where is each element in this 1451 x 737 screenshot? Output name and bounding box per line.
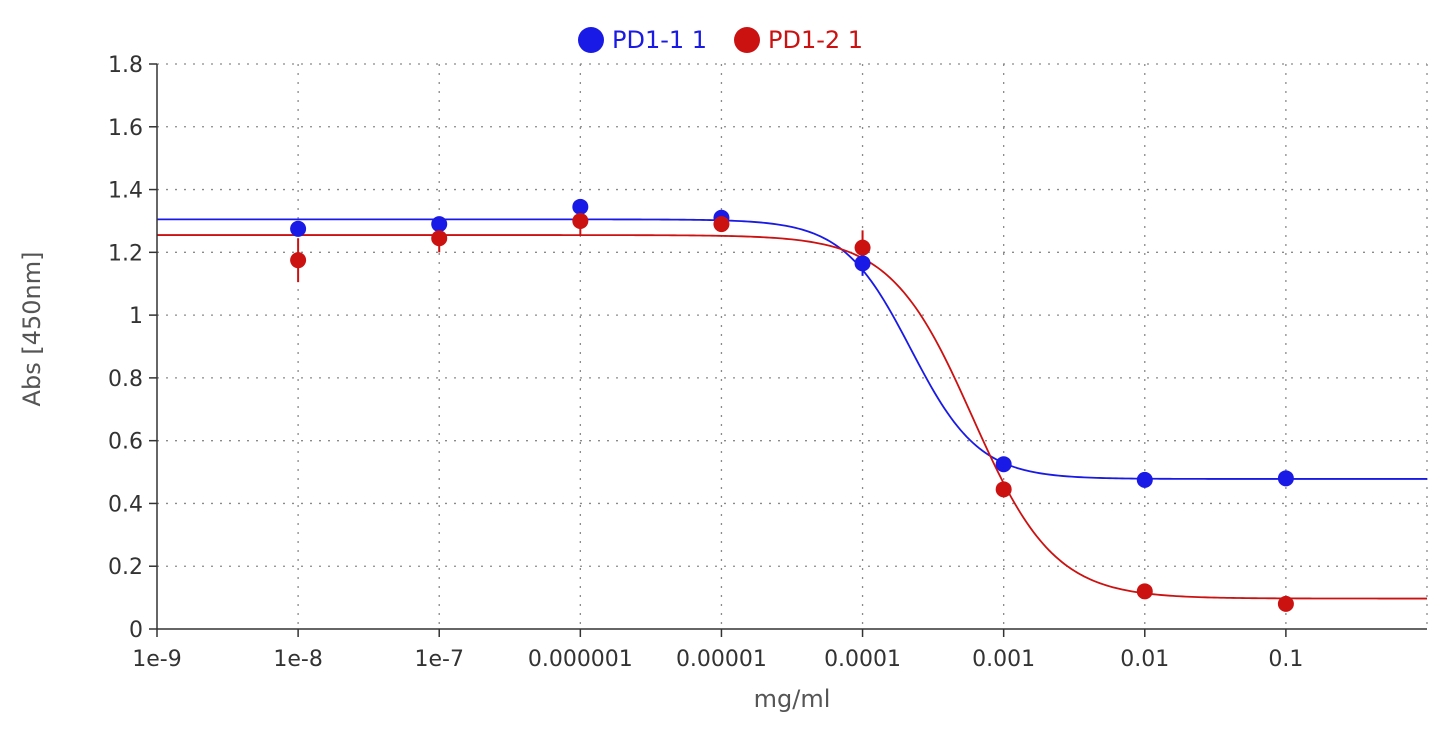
fit-curves <box>157 218 1427 600</box>
x-axis-ticks: 1e-9 1e-8 1e-7 0.000001 0.00001 0.0001 0.001 0.… <box>132 629 1303 672</box>
legend-marker <box>578 27 604 53</box>
x-tick-label: 0.0001 <box>824 647 901 672</box>
data-point-series-1 <box>572 198 589 215</box>
grid <box>157 63 1428 629</box>
data-point-series-1 <box>1136 471 1153 488</box>
legend-marker <box>734 27 760 53</box>
x-tick-label: 0.000001 <box>528 647 633 672</box>
data-point-series-2 <box>1136 583 1153 600</box>
legend[interactable]: PD1-1 1 PD1-2 1 <box>578 26 863 54</box>
axes <box>156 64 1427 630</box>
data-point-series-2 <box>854 239 871 256</box>
data-point-series-1 <box>431 216 448 233</box>
legend-item-series-1[interactable]: PD1-1 1 <box>578 26 707 54</box>
y-tick-label: 1.6 <box>108 116 143 141</box>
x-tick-label: 1e-9 <box>132 647 181 672</box>
fit-curve-series-2 <box>157 234 1427 600</box>
data-point-series-1 <box>290 220 307 237</box>
x-tick-label: 0.1 <box>1268 647 1303 672</box>
x-tick-label: 0.00001 <box>676 647 767 672</box>
data-point-series-2 <box>995 481 1012 498</box>
y-tick-label: 0.2 <box>108 555 143 580</box>
x-tick-label: 0.001 <box>972 647 1035 672</box>
x-axis-title: mg/ml <box>754 685 831 713</box>
data-point-series-2 <box>290 252 307 269</box>
data-point-series-1 <box>854 255 871 272</box>
data-point-series-2 <box>1277 595 1294 612</box>
data-point-series-2 <box>713 216 730 233</box>
fit-curve-series-1 <box>157 218 1427 480</box>
y-axis-title: Abs [450nm] <box>18 252 46 407</box>
y-tick-label: 1.8 <box>108 53 143 78</box>
data-points <box>290 198 1294 612</box>
legend-label: PD1-1 1 <box>612 26 707 54</box>
y-tick-label: 0.8 <box>108 367 143 392</box>
y-tick-label: 0 <box>129 618 143 643</box>
y-tick-label: 0.6 <box>108 430 143 455</box>
y-tick-label: 0.4 <box>108 492 143 517</box>
data-point-series-1 <box>1277 470 1294 487</box>
y-tick-label: 1.4 <box>108 179 143 204</box>
y-axis-ticks: 0 0.2 0.4 0.6 0.8 1 1.2 1.4 1.6 1.8 <box>108 53 157 643</box>
x-tick-label: 1e-7 <box>414 647 463 672</box>
y-tick-label: 1.2 <box>108 241 143 266</box>
x-tick-label: 0.01 <box>1120 647 1169 672</box>
y-tick-label: 1 <box>129 304 143 329</box>
error-bars <box>297 202 1287 608</box>
data-point-series-1 <box>995 456 1012 473</box>
data-point-series-2 <box>572 212 589 229</box>
x-tick-label: 1e-8 <box>273 647 322 672</box>
legend-item-series-2[interactable]: PD1-2 1 <box>734 26 863 54</box>
legend-label: PD1-2 1 <box>768 26 863 54</box>
data-point-series-2 <box>431 230 448 247</box>
